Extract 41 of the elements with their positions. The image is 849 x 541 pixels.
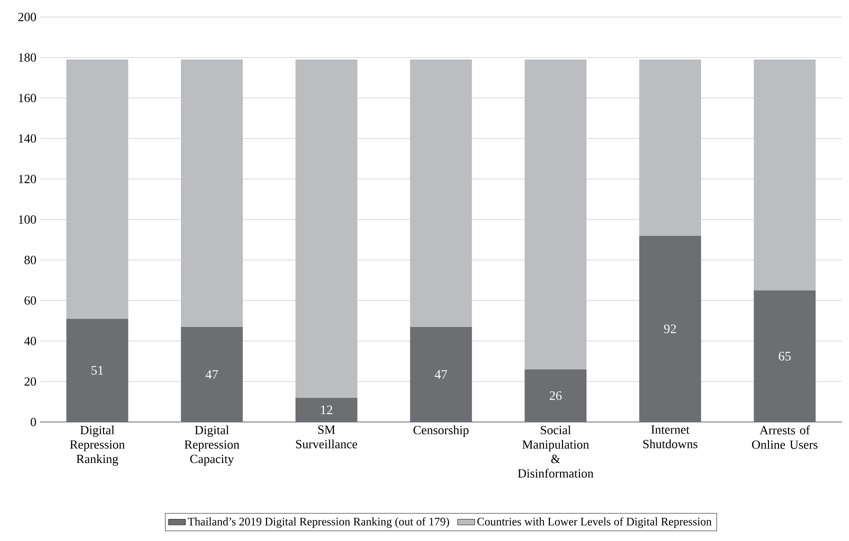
- legend-label: Thailand’s 2019 Digital Repression Ranking (out of 179): [188, 517, 450, 528]
- y-tick-label: 100: [18, 215, 36, 224]
- bar: [66, 318, 128, 422]
- bar: [639, 236, 702, 422]
- y-tick-label: 40: [24, 336, 36, 346]
- bar: [295, 60, 358, 398]
- x-tick-label: Internet Shutdowns: [643, 426, 698, 448]
- bar: [524, 60, 587, 370]
- data-label: 47: [206, 370, 218, 379]
- data-label: 65: [778, 352, 791, 361]
- legend-label: Countries with Lower Levels of Digital Repression: [477, 517, 712, 528]
- y-tick-label: 20: [24, 377, 36, 386]
- x-tick-label: Social Manipulation & Disinformation: [518, 426, 594, 478]
- bar: [524, 369, 587, 422]
- x-tick-label: Censorship: [414, 426, 469, 437]
- bar: [754, 290, 816, 422]
- bar: [639, 60, 702, 236]
- bar: [754, 60, 816, 290]
- y-tick-label: 80: [24, 256, 36, 264]
- x-tick-label: Arrests of Online Users: [752, 426, 818, 449]
- x-tick-label: Digital Repression Capacity: [184, 426, 240, 466]
- x-tick-label: SM Surveillance: [296, 426, 358, 448]
- y-tick-label: 200: [18, 12, 36, 22]
- x-tick-label: Digital Repression Ranking: [70, 426, 125, 466]
- data-label: 12: [321, 406, 332, 414]
- data-label: 51: [92, 366, 103, 375]
- data-label: 26: [550, 391, 562, 400]
- data-label: 92: [664, 324, 676, 334]
- bar: [180, 60, 243, 327]
- bar: [295, 398, 358, 422]
- bar: [180, 326, 243, 422]
- y-tick-label: 160: [18, 94, 36, 102]
- y-tick-label: 180: [18, 53, 36, 62]
- data-label: 47: [434, 370, 448, 379]
- bar: [66, 60, 128, 319]
- y-tick-label: 120: [18, 174, 36, 184]
- y-tick-label: 140: [18, 134, 36, 143]
- bar: [410, 60, 472, 327]
- bar: [410, 326, 472, 422]
- y-tick-label: 60: [24, 296, 36, 305]
- y-tick-label: 0: [30, 418, 36, 426]
